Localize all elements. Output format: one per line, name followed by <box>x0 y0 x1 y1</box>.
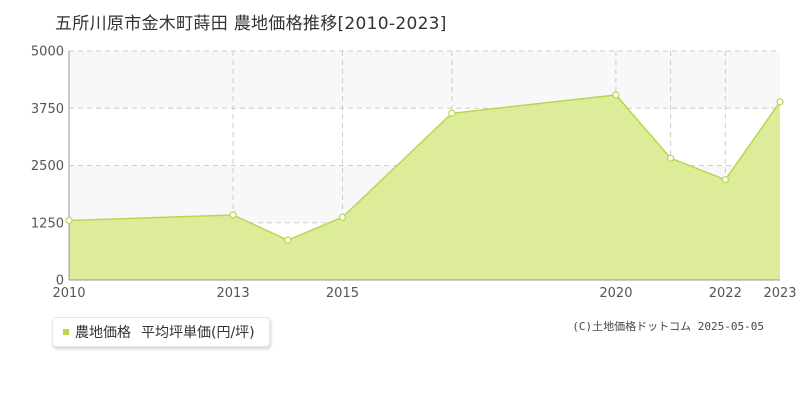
x-tick-label: 2023 <box>763 286 796 300</box>
data-point <box>284 236 292 244</box>
data-point <box>65 216 73 225</box>
y-tick-labels: 0 1250 2500 3750 5000 <box>31 45 64 289</box>
x-tick-label: 2010 <box>52 286 85 300</box>
data-point <box>721 176 729 184</box>
data-point <box>338 213 347 221</box>
y-tick-label: 2500 <box>31 159 64 174</box>
copyright-text: (C)土地価格ドットコム 2025-05-05 <box>572 320 764 333</box>
legend-unit-label: 平均坪単価(円/坪) <box>141 325 255 341</box>
y-tick-label: 0 <box>56 274 64 289</box>
data-point <box>448 109 456 117</box>
data-points <box>65 91 784 244</box>
chart-title: 五所川原市金木町蒔田 農地価格推移[2010-2023] <box>55 14 447 34</box>
data-point <box>612 91 620 99</box>
legend-series-label: 農地価格 <box>75 325 131 341</box>
y-tick-label: 5000 <box>31 45 64 60</box>
data-point <box>776 98 784 106</box>
legend: 農地価格 平均坪単価(円/坪) <box>52 317 270 347</box>
x-tick-label: 2022 <box>709 286 742 300</box>
legend-marker-icon <box>63 329 69 335</box>
x-tick-label: 2020 <box>599 286 632 300</box>
x-tick-label: 2013 <box>217 286 250 300</box>
series-area <box>69 94 780 280</box>
plot-band <box>69 51 780 109</box>
y-tick-label: 1250 <box>31 216 64 231</box>
data-point <box>667 154 675 162</box>
axes <box>68 51 780 281</box>
x-tick-label: 2015 <box>326 286 359 300</box>
y-tick-label: 3750 <box>31 102 64 117</box>
x-tick-labels: 2010 2013 2015 2020 2022 2023 <box>52 286 796 300</box>
data-point <box>229 211 237 219</box>
